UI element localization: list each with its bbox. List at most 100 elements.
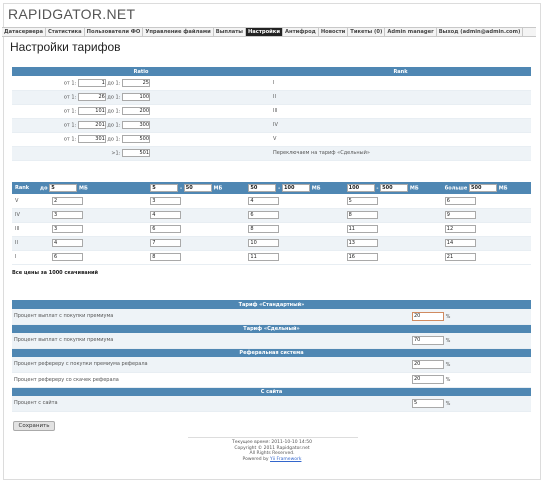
- to-label: до 1:: [105, 94, 122, 101]
- price-input[interactable]: 11: [346, 225, 378, 233]
- to-label: до: [40, 185, 50, 192]
- price-input[interactable]: 4: [52, 239, 84, 247]
- price-input[interactable]: 6: [444, 196, 476, 205]
- price-input[interactable]: 4: [248, 196, 280, 205]
- price-input[interactable]: 10: [248, 239, 280, 247]
- size-from-input[interactable]: 5: [150, 184, 179, 192]
- price-cell: 8: [236, 222, 335, 237]
- save-button[interactable]: Сохранить: [13, 421, 55, 431]
- rank-column-header: Rank: [270, 67, 531, 76]
- price-input[interactable]: 21: [444, 253, 476, 261]
- price-input[interactable]: 16: [346, 253, 378, 261]
- ratio-cell: от 1: 301 до 1: 500: [12, 132, 270, 147]
- ratio-to-input[interactable]: 100: [122, 93, 150, 101]
- price-input[interactable]: 8: [248, 225, 280, 233]
- size-to-input[interactable]: 500: [380, 184, 409, 192]
- price-input[interactable]: 5: [346, 196, 378, 205]
- price-cell: 4: [236, 194, 335, 209]
- price-input[interactable]: 7: [150, 239, 182, 247]
- settings-section-header: Тариф «Сдельный»: [12, 324, 531, 333]
- ratio-to-input[interactable]: 25: [122, 78, 150, 87]
- percent-input[interactable]: 20: [412, 311, 444, 321]
- footer: Текущее время: 2011-10-10 14:50 Copyrigh…: [0, 440, 544, 462]
- from-label: от 1:: [63, 122, 78, 129]
- price-input[interactable]: 11: [248, 253, 280, 261]
- nav-item-9[interactable]: Admin manager: [385, 28, 437, 36]
- ratio-row-last: >1: 501 Переключаем на тариф «Сдельный»: [12, 146, 531, 161]
- percent-input[interactable]: 20: [412, 375, 444, 384]
- ratio-to-input[interactable]: 300: [122, 121, 150, 129]
- price-input[interactable]: 8: [150, 253, 182, 261]
- nav-item-4[interactable]: Выплаты: [214, 28, 246, 36]
- ratio-to-input[interactable]: 500: [122, 135, 150, 143]
- price-input[interactable]: 6: [52, 253, 84, 261]
- to-label: до 1:: [105, 122, 122, 129]
- nav-item-5[interactable]: Настройки: [245, 28, 283, 36]
- dash: -: [374, 185, 381, 192]
- price-cell: 3: [40, 222, 139, 237]
- nav-item-0[interactable]: Датасервера: [2, 28, 46, 36]
- ratio-row: от 1: 26 до 1: 100 II: [12, 90, 531, 105]
- site-logo[interactable]: RAPIDGATOR.NET: [8, 6, 136, 22]
- ratio-from-input[interactable]: 201: [77, 121, 106, 129]
- price-input[interactable]: 13: [346, 239, 378, 247]
- nav-item-8[interactable]: Тикеты (0): [348, 28, 386, 36]
- ratio-cell: от 1: 101 до 1: 200: [12, 104, 270, 119]
- price-input[interactable]: 8: [346, 211, 378, 219]
- ratio-from-input[interactable]: 101: [77, 107, 106, 115]
- size-to-input[interactable]: 5: [49, 184, 78, 192]
- size-range-header: 5 - 50 МБ: [138, 182, 237, 194]
- size-to-input[interactable]: 50: [183, 184, 212, 192]
- nav-item-6[interactable]: Антифрод: [283, 28, 319, 36]
- size-range-header: 100 - 500 МБ: [334, 182, 433, 194]
- price-input[interactable]: 2: [52, 196, 84, 205]
- rank-cell: IV: [270, 118, 531, 133]
- size-row: IV 3 4 6 8 9: [12, 208, 531, 223]
- price-input[interactable]: 3: [52, 211, 84, 219]
- price-cell: 4: [40, 236, 139, 251]
- percent-input[interactable]: 5: [412, 398, 444, 408]
- price-input[interactable]: 3: [52, 225, 84, 233]
- price-input[interactable]: 3: [150, 196, 182, 205]
- percent-sign: %: [444, 361, 451, 368]
- price-input[interactable]: 14: [444, 239, 476, 247]
- ratio-from-input[interactable]: 1: [77, 78, 106, 87]
- ratio-from-input[interactable]: 26: [77, 93, 106, 101]
- size-to-input[interactable]: 100: [281, 184, 310, 192]
- footer-time: Текущее время: 2011-10-10 14:50: [232, 440, 312, 445]
- price-input[interactable]: 9: [444, 211, 476, 219]
- ratio-from-input[interactable]: 301: [77, 135, 106, 143]
- nav-item-10[interactable]: Выход (admin@admin.com): [437, 28, 524, 36]
- price-cell: 8: [138, 250, 237, 265]
- section-title: Тариф «Стандартный»: [12, 300, 531, 309]
- size-from-input[interactable]: 50: [248, 184, 277, 192]
- size-to-input[interactable]: 500: [469, 184, 497, 192]
- price-input[interactable]: 6: [248, 211, 280, 219]
- nav-item-1[interactable]: Статистика: [46, 28, 85, 36]
- setting-value-cell: 20 %: [412, 309, 531, 325]
- settings-section-header: С сайта: [12, 387, 531, 396]
- percent-input[interactable]: 70: [412, 335, 444, 345]
- section-title: Тариф «Сдельный»: [12, 324, 531, 333]
- price-input[interactable]: 6: [150, 225, 182, 233]
- price-input[interactable]: 4: [150, 211, 182, 219]
- price-by-size-table: Rank до 5 МБ 5 - 50 МБ 50 - 100 МБ 100 - 500…: [12, 182, 531, 265]
- price-input[interactable]: 12: [444, 225, 476, 233]
- ratio-to-input[interactable]: 200: [122, 107, 150, 115]
- section-title: С сайта: [12, 387, 531, 396]
- ratio-cell: от 1: 201 до 1: 300: [12, 118, 270, 133]
- size-from-input[interactable]: 100: [346, 184, 375, 192]
- nav-item-2[interactable]: Пользователи ФО: [85, 28, 144, 36]
- dash: -: [178, 185, 184, 192]
- ratio-last-input[interactable]: 501: [122, 149, 150, 157]
- price-note: Все цены за 1000 скачиваний: [12, 270, 99, 276]
- nav-item-3[interactable]: Управление файлами: [143, 28, 214, 36]
- setting-value-cell: 20 %: [412, 372, 531, 388]
- ratio-row: от 1: 101 до 1: 200 III: [12, 104, 531, 119]
- percent-input[interactable]: 20: [412, 359, 444, 369]
- mb-label: МБ: [211, 185, 223, 192]
- nav-item-7[interactable]: Новости: [319, 28, 349, 36]
- settings-row: Процент выплат с покупки премиума 70 %: [12, 333, 531, 349]
- rank-cell: V: [270, 132, 531, 147]
- yii-framework-link[interactable]: Yii Framework: [270, 456, 302, 462]
